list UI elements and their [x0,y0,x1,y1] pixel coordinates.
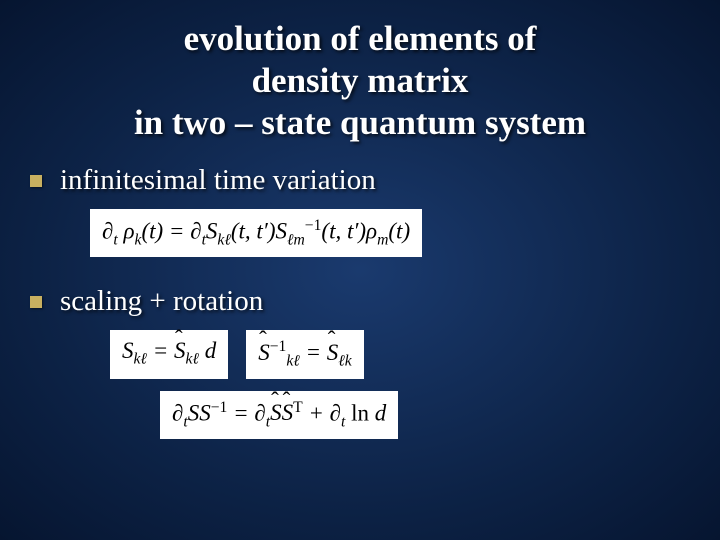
slide-content: infinitesimal time variation ∂t ρk(t) = … [0,144,720,439]
title-line-1: evolution of elements of [0,18,720,60]
title-line-3: in two – state quantum system [0,102,720,144]
bullet-square-icon [30,175,42,187]
bullet-text-1: infinitesimal time variation [60,164,376,197]
bullet-item-2: scaling + rotation [30,285,690,318]
formula-1-container: ∂t ρk(t) = ∂tSkℓ(t, t′)Sℓm−1(t, t′)ρm(t) [90,209,690,257]
formula-2a: Skℓ = Skℓ d [110,330,228,378]
formula-2-container: Skℓ = Skℓ d S−1kℓ = Sℓk [110,330,690,378]
bullet-square-icon [30,296,42,308]
bullet-text-2: scaling + rotation [60,285,263,318]
formula-3: ∂tSS−1 = ∂tSST + ∂t ln d [160,391,398,439]
bullet-item-1: infinitesimal time variation [30,164,690,197]
formula-2b: S−1kℓ = Sℓk [246,330,364,378]
title-line-2: density matrix [0,60,720,102]
slide-title: evolution of elements of density matrix … [0,0,720,144]
formula-3-container: ∂tSS−1 = ∂tSST + ∂t ln d [160,391,690,439]
formula-1: ∂t ρk(t) = ∂tSkℓ(t, t′)Sℓm−1(t, t′)ρm(t) [90,209,422,257]
